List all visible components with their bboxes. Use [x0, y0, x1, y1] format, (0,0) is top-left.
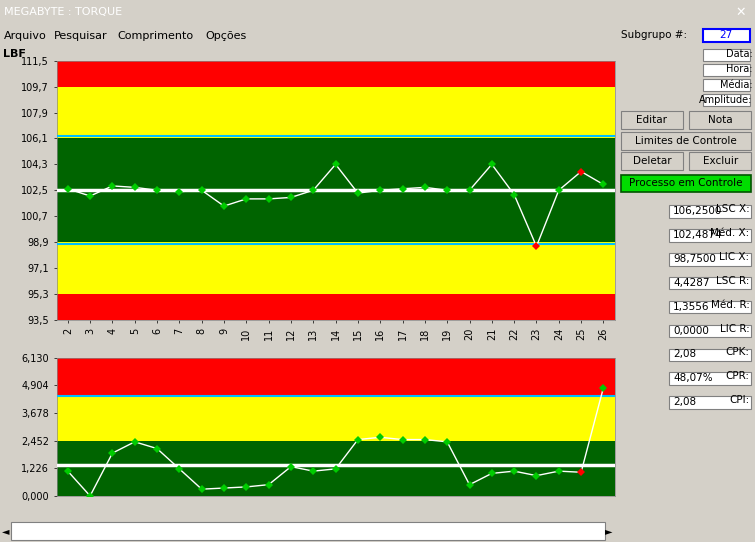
Bar — [669, 205, 751, 218]
Bar — [669, 396, 751, 409]
Text: Editar: Editar — [636, 115, 667, 125]
Text: CPI:: CPI: — [729, 395, 750, 405]
Bar — [57, 358, 615, 396]
Text: Processo em Controle: Processo em Controle — [629, 178, 743, 189]
Bar — [57, 138, 615, 242]
Text: CPR:: CPR: — [726, 371, 750, 381]
Text: Arquivo: Arquivo — [4, 31, 47, 41]
Bar — [703, 94, 750, 106]
Text: LSC R:: LSC R: — [716, 276, 750, 286]
Bar — [669, 325, 751, 337]
Text: Méd. X:: Méd. X: — [710, 228, 750, 238]
Bar — [703, 79, 750, 91]
Bar — [689, 152, 751, 170]
Bar — [669, 301, 751, 313]
Bar — [669, 229, 751, 242]
Text: 4,4287: 4,4287 — [673, 278, 710, 288]
Text: 2,08: 2,08 — [673, 397, 696, 407]
Text: 1,3556: 1,3556 — [673, 302, 710, 312]
Bar — [57, 294, 615, 320]
Text: Deletar: Deletar — [633, 156, 671, 166]
Text: ►: ► — [605, 526, 612, 536]
Text: Méd. R:: Méd. R: — [710, 300, 750, 309]
Bar — [57, 396, 615, 441]
Text: 102,4874: 102,4874 — [673, 230, 723, 240]
Text: CPK:: CPK: — [726, 347, 750, 357]
Bar — [621, 175, 751, 192]
Text: LBF: LBF — [3, 49, 26, 59]
Bar — [57, 87, 615, 138]
Bar — [689, 111, 751, 129]
Text: 48,07%: 48,07% — [673, 373, 713, 383]
Bar — [57, 61, 615, 87]
Text: Subgrupo #:: Subgrupo #: — [621, 30, 687, 40]
Bar — [621, 111, 683, 129]
Bar — [703, 29, 750, 42]
Bar — [703, 64, 750, 76]
Text: LSC X:: LSC X: — [716, 204, 750, 214]
Bar — [669, 349, 751, 361]
Text: ◄: ◄ — [2, 526, 10, 536]
Bar — [669, 253, 751, 266]
Text: Excluir: Excluir — [703, 156, 738, 166]
Bar — [57, 242, 615, 294]
Bar — [703, 49, 750, 61]
Bar — [621, 132, 751, 150]
Text: Opções: Opções — [205, 31, 247, 41]
Text: 106,2500: 106,2500 — [673, 207, 723, 216]
Text: Média:: Média: — [720, 80, 752, 89]
Bar — [11, 522, 605, 540]
Text: Amplitude:: Amplitude: — [699, 95, 752, 105]
Text: Comprimento: Comprimento — [118, 31, 194, 41]
Text: ✕: ✕ — [735, 6, 746, 18]
Bar — [669, 372, 751, 385]
Text: Pesquisar: Pesquisar — [54, 31, 108, 41]
Text: Hora:: Hora: — [726, 64, 752, 74]
Bar — [669, 277, 751, 289]
Text: 98,7500: 98,7500 — [673, 254, 716, 264]
Text: Data:: Data: — [726, 49, 752, 59]
Text: 27: 27 — [720, 30, 733, 40]
Bar — [57, 441, 615, 496]
Text: LIC X:: LIC X: — [720, 252, 750, 262]
Text: 0,0000: 0,0000 — [673, 326, 709, 335]
Text: MEGABYTE : TORQUE: MEGABYTE : TORQUE — [4, 7, 122, 17]
Text: Nota: Nota — [708, 115, 732, 125]
Text: 2,08: 2,08 — [673, 350, 696, 359]
Text: Limites de Controle: Limites de Controle — [635, 136, 737, 146]
Bar — [621, 152, 683, 170]
Text: LIC R:: LIC R: — [720, 324, 750, 333]
